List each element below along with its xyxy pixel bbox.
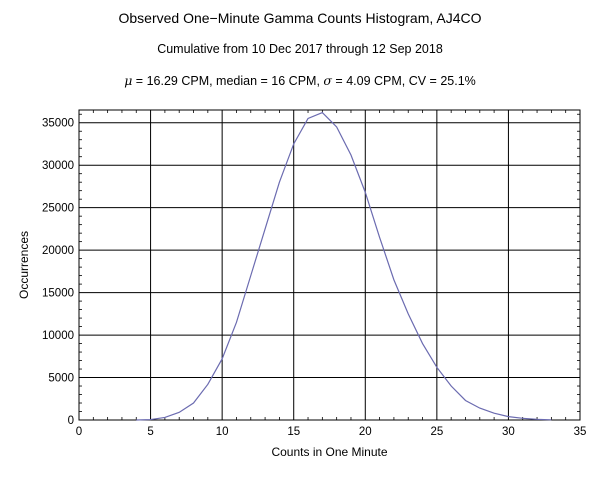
x-tick-label: 10 [216, 426, 229, 438]
sigma-symbol: σ [323, 73, 332, 88]
x-tick-label: 30 [502, 426, 515, 438]
y-tick-label: 0 [68, 415, 74, 427]
chart-stats: μ = 16.29 CPM, median = 16 CPM, σ = 4.09… [0, 73, 600, 88]
plot-frame [78, 109, 581, 421]
x-tick-label: 20 [359, 426, 372, 438]
grid-layer [79, 110, 580, 420]
mu-symbol: μ [124, 73, 133, 88]
y-tick-label: 15000 [42, 288, 74, 300]
y-tick-label: 10000 [42, 330, 74, 342]
ticks-layer: 0 5 10 15 20 25 30 35 0 5000 10000 15000 20000 25000 3… [42, 110, 586, 438]
sigma-stats-text: = 4.09 CPM, CV = 25.1% [331, 74, 476, 88]
x-tick-label: 25 [430, 426, 443, 438]
chart-title: Observed One−Minute Gamma Counts Histogr… [118, 10, 482, 26]
y-tick-label: 30000 [42, 160, 74, 172]
y-tick-label: 5000 [48, 373, 74, 385]
x-tick-label: 35 [574, 426, 587, 438]
y-axis-label: Occurrences [17, 231, 31, 299]
y-tick-label: 35000 [42, 118, 74, 130]
x-tick-label: 5 [147, 426, 153, 438]
y-tick-label: 25000 [42, 203, 74, 215]
x-axis-label: Counts in One Minute [271, 445, 387, 459]
y-tick-label: 20000 [42, 245, 74, 257]
mu-stats-text: = 16.29 CPM, median = 16 CPM, [132, 74, 324, 88]
x-tick-label: 0 [76, 426, 82, 438]
chart-subtitle: Cumulative from 10 Dec 2017 through 12 S… [157, 42, 443, 56]
x-tick-label: 15 [287, 426, 300, 438]
series-line [136, 111, 552, 421]
